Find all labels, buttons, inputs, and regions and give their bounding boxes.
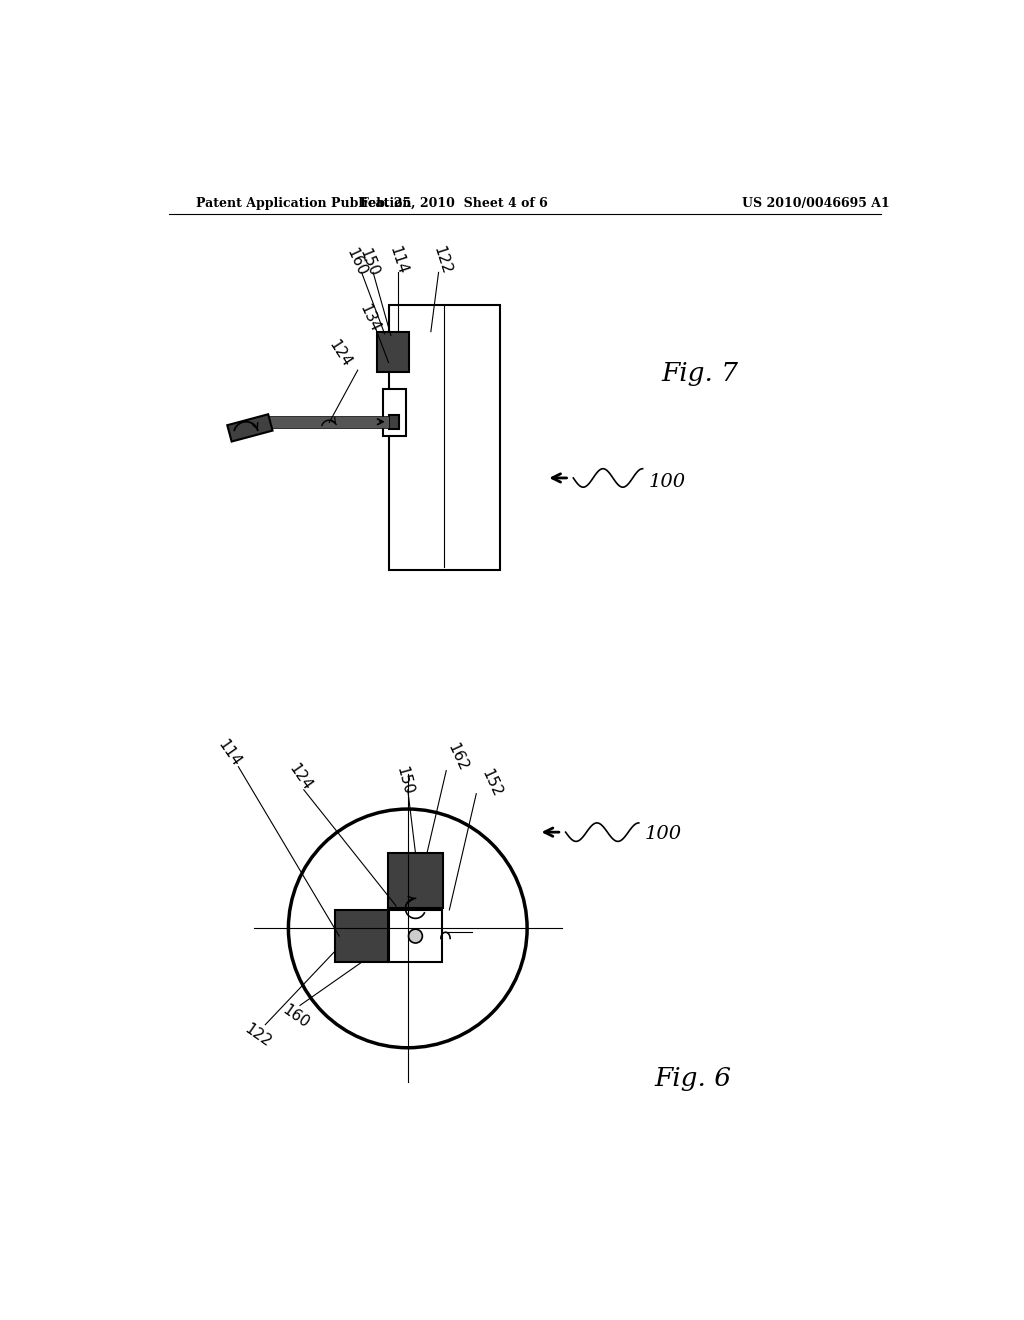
Text: 122: 122 xyxy=(242,1020,273,1049)
Text: 162: 162 xyxy=(444,741,471,774)
Text: 100: 100 xyxy=(645,825,682,843)
Bar xyxy=(227,414,272,442)
Text: 152: 152 xyxy=(479,767,505,800)
Text: Fig. 6: Fig. 6 xyxy=(654,1067,731,1092)
Text: 160: 160 xyxy=(280,1002,312,1031)
Text: 114: 114 xyxy=(215,737,244,770)
Text: 160: 160 xyxy=(344,246,370,279)
Bar xyxy=(261,416,388,428)
Bar xyxy=(389,909,441,962)
Text: 134: 134 xyxy=(356,302,382,335)
Bar xyxy=(388,414,399,429)
Text: 124: 124 xyxy=(326,337,354,370)
Bar xyxy=(388,853,443,908)
Bar xyxy=(388,305,500,570)
Text: 150: 150 xyxy=(393,764,415,796)
Text: Feb. 25, 2010  Sheet 4 of 6: Feb. 25, 2010 Sheet 4 of 6 xyxy=(360,197,548,210)
Text: 150: 150 xyxy=(356,246,381,279)
Bar xyxy=(377,331,410,372)
Text: 100: 100 xyxy=(649,473,686,491)
Text: 122: 122 xyxy=(430,244,454,277)
Circle shape xyxy=(289,809,527,1048)
Bar xyxy=(383,389,407,436)
Text: US 2010/0046695 A1: US 2010/0046695 A1 xyxy=(742,197,890,210)
Text: Patent Application Publication: Patent Application Publication xyxy=(196,197,412,210)
Text: 114: 114 xyxy=(387,244,411,277)
Text: 124: 124 xyxy=(286,762,314,793)
Bar xyxy=(336,909,388,962)
Circle shape xyxy=(409,929,422,942)
Text: Fig. 7: Fig. 7 xyxy=(662,362,739,387)
